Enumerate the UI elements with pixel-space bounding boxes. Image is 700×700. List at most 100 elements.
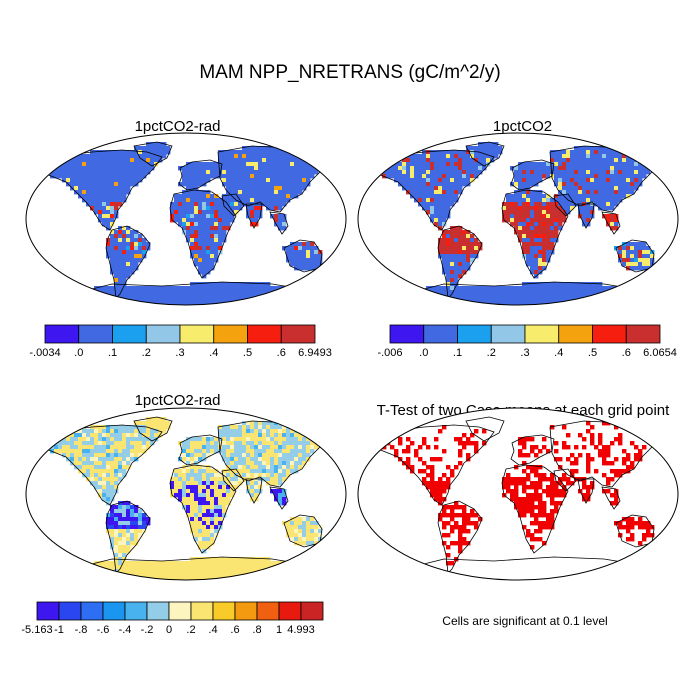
colorbar-2-label: .1: [453, 347, 462, 359]
colorbar-1-label: .1: [108, 347, 117, 359]
coastline-india: [245, 478, 263, 504]
colorbar-1-swatch: [213, 324, 248, 344]
coastline-europe: [510, 434, 555, 466]
colorbar-2-label: -.006: [377, 347, 402, 359]
colorbar-3-label: -5.163: [21, 624, 52, 636]
coastline-samerica: [437, 225, 483, 299]
colorbar-1-label: .3: [175, 347, 184, 359]
coastline-seasia: [269, 486, 289, 510]
coastline-africa: [501, 189, 569, 279]
colorbar-panel-3: -5.163 -1 -.8 -.6 -.4 -.2 0 .2 .4 .6 .8 1 4.993: [21, 601, 324, 636]
coastline-arabia: [221, 193, 245, 217]
coastline-seasia: [601, 486, 621, 510]
page-title: MAM NPP_NRETRANS (gC/m^2/y): [199, 62, 501, 83]
coastline-india: [577, 203, 595, 229]
colorbar-2-swatch: [423, 324, 458, 344]
panel-2-title-line1: 1pctCO2: [492, 118, 553, 135]
colorbar-2-label: .0: [419, 347, 428, 359]
colorbar-2-swatch: [625, 324, 661, 344]
colorbar-1-swatch: [44, 324, 80, 344]
colorbar-1-label: .6: [277, 347, 286, 359]
colorbar-1-label: 6.9493: [298, 347, 332, 359]
map-panel-4: [357, 407, 679, 581]
coastline-namerica: [39, 149, 163, 231]
panel-1-title-line1: 1pctCO2-rad: [134, 118, 221, 135]
coastline-europe: [178, 434, 223, 466]
colorbar-3-label: -.2: [141, 624, 154, 636]
colorbar-3-label: -.6: [97, 624, 110, 636]
colorbar-3-label: .8: [252, 624, 261, 636]
colorbar-3-label: -.8: [75, 624, 88, 636]
coastline-seasia: [601, 211, 621, 235]
colorbar-3-label: 0: [166, 624, 172, 636]
coastline-india: [577, 478, 595, 504]
colorbar-2-swatch: [389, 324, 425, 344]
coastline-europe: [510, 159, 555, 191]
colorbar-3-label: -1: [54, 624, 64, 636]
coastline-india: [245, 203, 263, 229]
colorbar-3-swatch: [256, 601, 280, 621]
colorbar-2-swatch: [558, 324, 593, 344]
colorbar-3-swatch: [300, 601, 324, 621]
coastline-europe: [178, 159, 223, 191]
coastline-australia: [283, 239, 323, 273]
colorbar-1-label: .5: [243, 347, 252, 359]
coastline-namerica: [39, 424, 163, 506]
colorbar-3-swatch: [58, 601, 82, 621]
panel-3-title-line1: 1pctCO2-rad: [134, 392, 221, 409]
colorbar-3-swatch: [146, 601, 170, 621]
colorbar-2-label: 6.0654: [643, 347, 677, 359]
colorbar-panel-2: -.006 .0 .1 .2 .3 .4 .5 .6 6.0654: [377, 324, 677, 359]
map-border-4: [357, 407, 679, 581]
coastline-greenland: [465, 141, 505, 167]
colorbar-1-swatch: [78, 324, 113, 344]
colorbar-2-swatch: [490, 324, 526, 344]
coastline-seasia: [269, 211, 289, 235]
colorbar-1-label: -.0034: [29, 347, 60, 359]
coastline-namerica: [371, 424, 495, 506]
colorbar-1-swatch: [145, 324, 181, 344]
colorbar-3-label: .6: [230, 624, 239, 636]
coastline-australia: [615, 514, 655, 548]
colorbar-3-swatch: [278, 601, 302, 621]
colorbar-1-label: .0: [74, 347, 83, 359]
colorbar-2-swatch: [457, 324, 492, 344]
colorbar-2-swatch: [592, 324, 627, 344]
colorbar-1-swatch: [179, 324, 215, 344]
colorbar-1-swatch: [247, 324, 282, 344]
colorbar-2-label: .3: [520, 347, 529, 359]
map-border-3: [25, 407, 347, 581]
colorbar-3-swatch: [212, 601, 236, 621]
coastline-africa: [169, 464, 237, 554]
colorbar-3-swatch: [168, 601, 192, 621]
map-panel-2: [357, 132, 679, 306]
colorbar-3-label: 1: [276, 624, 282, 636]
colorbar-3-swatch: [102, 601, 126, 621]
colorbar-1-swatch: [112, 324, 147, 344]
coastline-greenland: [465, 416, 505, 442]
colorbar-1-label: .4: [209, 347, 218, 359]
map-panel-1: [25, 132, 347, 306]
coastline-australia: [615, 239, 655, 273]
colorbar-3-label: 4.993: [287, 624, 315, 636]
coastline-africa: [501, 464, 569, 554]
colorbar-2-swatch: [524, 324, 560, 344]
coastline-greenland: [133, 416, 173, 442]
colorbar-2-label: .4: [554, 347, 563, 359]
colorbar-3-label: .4: [208, 624, 217, 636]
colorbar-2-label: .5: [588, 347, 597, 359]
colorbar-1-label: .2: [142, 347, 151, 359]
colorbar-3-label: -.4: [119, 624, 132, 636]
coastline-arabia: [221, 468, 245, 492]
coastline-namerica: [371, 149, 495, 231]
colorbar-panel-1: -.0034 .0 .1 .2 .3 .4 .5 .6 6.9493: [29, 324, 332, 359]
colorbar-1-swatch: [280, 324, 316, 344]
map-border-2: [357, 132, 679, 306]
coastline-africa: [169, 189, 237, 279]
coastline-australia: [283, 514, 323, 548]
coastline-samerica: [105, 225, 151, 299]
map-border-1: [25, 132, 347, 306]
colorbar-3-swatch: [234, 601, 258, 621]
colorbar-3-swatch: [190, 601, 214, 621]
coastline-greenland: [133, 141, 173, 167]
